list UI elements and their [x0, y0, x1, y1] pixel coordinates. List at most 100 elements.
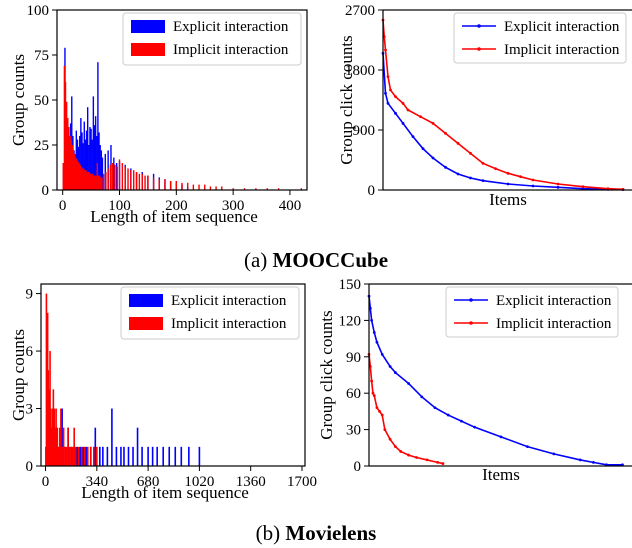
a1-bar-implicit-44 [124, 166, 126, 190]
a1-bar-implicit-58 [181, 182, 183, 190]
b2-legend-label-explicit: Explicit interaction [496, 293, 612, 309]
b1-bar-explicit-23 [127, 446, 130, 466]
a1-xtick-label-0: 0 [59, 198, 67, 214]
a2-point-implicit-13 [481, 161, 485, 165]
a1-bar-explicit-23 [89, 127, 91, 190]
a1-bar-implicit-54 [158, 179, 160, 190]
a1-bar-implicit-42 [118, 159, 121, 190]
b2-point-explicit-8 [407, 382, 410, 385]
a1-bar-implicit-59 [186, 182, 189, 190]
b1-bar-explicit-33 [180, 446, 183, 466]
a1-bar-implicit-48 [135, 172, 138, 190]
a2-point-implicit-11 [456, 141, 460, 145]
b1-xtick-label-5: 1700 [287, 474, 317, 490]
b1-bar-explicit-35 [198, 446, 201, 466]
a2-point-implicit-4 [389, 88, 392, 92]
b2-point-explicit-14 [499, 435, 503, 439]
b1-bar-implicit-20 [62, 427, 65, 466]
a1-bar-explicit-16 [81, 132, 83, 190]
chart-a1-explicit-vs-implicit-histogram: 0 25 50 75 100 0 100 200 300 400 Length of item se… [9, 3, 308, 226]
a2-legend-swatch-implicit [462, 47, 496, 51]
a1-bar-implicit-56 [169, 181, 172, 190]
b1-bar-implicit-14 [55, 408, 57, 466]
a2-point-implicit-18 [556, 182, 560, 186]
a2-line-implicit [382, 19, 624, 191]
b1-bar-explicit-27 [147, 446, 149, 466]
a2-point-implicit-3 [386, 75, 390, 79]
a2-point-explicit-9 [456, 172, 460, 176]
b1-bar-explicit-10 [76, 446, 79, 466]
a2-point-implicit-12 [469, 151, 472, 155]
a2-legend: Explicit interaction Implicit interaction [453, 12, 627, 64]
a1-bar-implicit-67 [243, 188, 246, 190]
b2-ytick-label-2: 60 [346, 386, 361, 402]
b2-point-implicit-13 [415, 456, 418, 459]
a1-bar-implicit-68 [255, 188, 257, 190]
b1-legend: Explicit interaction Implicit interaction [120, 286, 300, 340]
b1-bar-implicit-17 [58, 427, 61, 466]
a2-y-axis-label: Group click counts [337, 35, 356, 164]
b1-bar-implicit-29 [77, 446, 80, 466]
a1-ytick-label-4: 100 [27, 3, 50, 19]
b1-bar-explicit-28 [151, 446, 154, 466]
b1-ytick-label-1: 3 [26, 402, 34, 418]
a2-point-implicit-17 [531, 178, 535, 182]
a2-ytick-label-1: 900 [353, 123, 376, 139]
b1-bar-implicit-26 [71, 446, 74, 466]
b1-bar-explicit-17 [102, 446, 104, 466]
a1-legend-swatch-implicit [131, 43, 165, 56]
a1-bar-implicit-9 [72, 150, 75, 190]
b2-legend-swatch-implicit [454, 321, 488, 325]
a1-bar-implicit-65 [221, 186, 223, 190]
a1-bar-implicit-57 [175, 181, 178, 190]
b1-bar-implicit-12 [53, 408, 56, 466]
b1-bar-explicit-18 [106, 446, 109, 466]
a1-bar-implicit-63 [209, 186, 212, 190]
a1-bar-explicit-27 [93, 125, 96, 190]
a1-xtick-label-4: 400 [279, 198, 302, 214]
b2-ytick-label-1: 30 [346, 423, 361, 439]
a2-point-implicit-9 [431, 121, 435, 125]
b1-bar-implicit-31 [83, 446, 86, 466]
a2-point-explicit-10 [469, 176, 472, 180]
b1-bar-explicit-22 [123, 446, 125, 466]
a2-ytick-label-2: 1800 [345, 63, 375, 79]
b2-ytick-label-4: 120 [339, 313, 362, 329]
a1-legend-swatch-explicit [131, 20, 165, 33]
a2-point-explicit-13 [531, 184, 535, 188]
b1-ytick-label-2: 6 [26, 344, 34, 360]
b2-point-explicit-5 [380, 352, 384, 356]
a1-bar-explicit-30 [97, 62, 99, 191]
b1-bar-implicit-21 [64, 446, 66, 466]
a1-bar-implicit-1 [63, 65, 66, 190]
a1-bar-implicit-34 [101, 177, 103, 190]
b2-line-implicit [368, 354, 444, 465]
a1-bar-implicit-41 [116, 166, 118, 190]
b2-point-explicit-6 [388, 365, 392, 368]
b1-bar-implicit-24 [68, 446, 71, 466]
b1-bar-explicit-19 [111, 408, 113, 466]
a2-point-implicit-16 [519, 175, 522, 179]
b2-point-implicit-4 [372, 394, 376, 398]
b2-y-axis-label: Group click counts [317, 310, 336, 439]
a2-point-explicit-8 [444, 165, 447, 169]
a1-x-axis-label: Length of item sequence [90, 207, 258, 226]
b2-point-implicit-15 [436, 460, 440, 464]
b2-point-explicit-13 [473, 425, 476, 429]
b1-bar-implicit-27 [73, 427, 75, 466]
b1-xtick-label-1: 340 [86, 474, 109, 490]
a1-bar-implicit-40 [114, 164, 116, 190]
b1-bar-explicit-26 [141, 446, 143, 466]
a2-line-explicit [382, 53, 624, 191]
b1-bar-implicit-10 [51, 408, 54, 466]
a1-bar-implicit-24 [89, 173, 92, 190]
a2-legend-swatch-explicit [462, 24, 496, 28]
a1-bar-explicit-33 [100, 150, 103, 190]
b1-bar-implicit-35 [96, 446, 98, 466]
b1-bar-explicit-12 [82, 446, 85, 466]
b1-legend-label-implicit: Implicit interaction [171, 316, 287, 332]
a2-point-implicit-7 [406, 108, 410, 112]
a1-bar-implicit-62 [204, 184, 206, 190]
a1-bar-implicit-8 [71, 145, 74, 190]
a1-bar-implicit-27 [93, 175, 95, 190]
